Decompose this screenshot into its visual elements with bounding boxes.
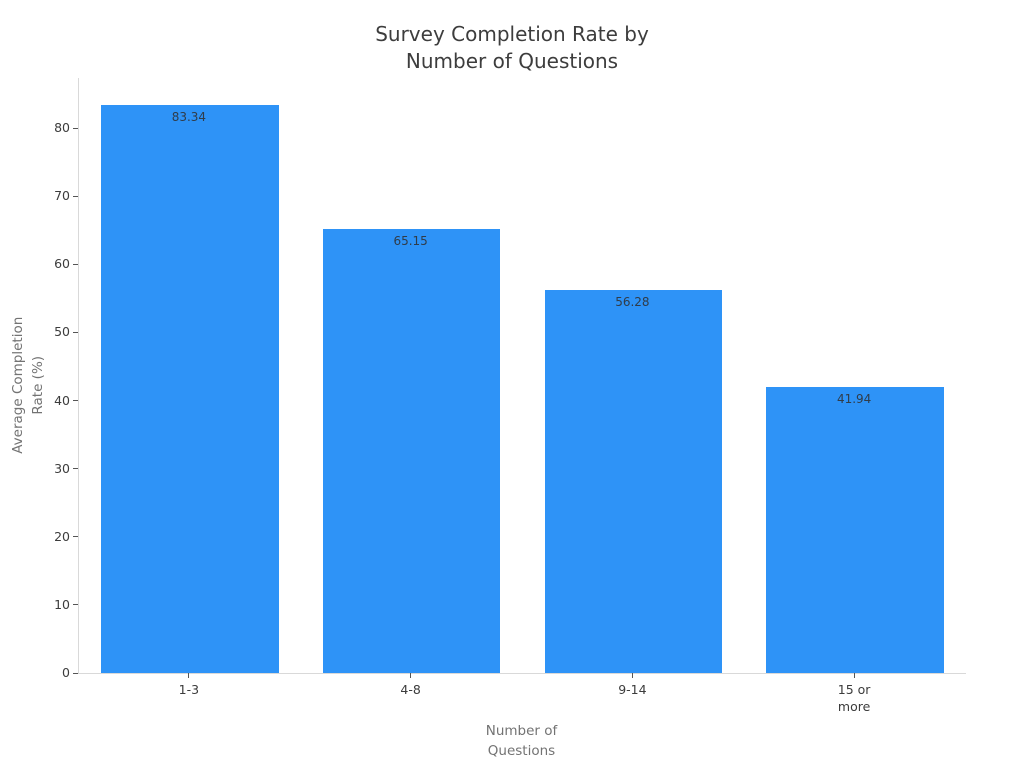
plot-area	[78, 78, 966, 674]
y-tick-label: 60	[54, 256, 70, 272]
y-tick-mark	[73, 400, 78, 401]
bar-value-label: 65.15	[393, 234, 428, 249]
y-tick-label: 40	[54, 392, 70, 408]
y-tick-mark	[73, 604, 78, 606]
bar-9-14	[544, 289, 723, 673]
x-tick-mark	[188, 673, 190, 678]
y-tick-mark	[73, 672, 78, 674]
bar-4-8	[322, 229, 501, 673]
y-tick-mark	[73, 536, 78, 538]
x-axis-title: Number of Questions	[485, 723, 558, 759]
x-tick-label: 15 or more	[837, 682, 871, 714]
x-tick-label: 9-14	[618, 682, 647, 697]
y-tick-mark	[73, 468, 78, 470]
y-tick-mark	[73, 331, 78, 333]
y-tick-mark	[73, 263, 78, 265]
y-tick-label: 80	[54, 120, 70, 135]
y-tick-label: 10	[54, 596, 70, 612]
y-tick-label: 50	[54, 324, 70, 340]
y-tick-label: 0	[62, 665, 70, 680]
x-tick-mark	[410, 673, 412, 678]
x-tick-mark	[631, 673, 633, 678]
bar-1-3	[101, 105, 279, 673]
x-tick-label: 1-3	[178, 682, 200, 697]
bar-15-or-more	[766, 387, 944, 673]
y-tick-label: 30	[54, 460, 70, 476]
y-tick-label: 70	[54, 188, 70, 204]
x-tick-mark	[853, 673, 855, 678]
y-tick-mark	[73, 127, 78, 129]
bar-value-label: 83.34	[171, 110, 207, 125]
bar-value-label: 56.28	[615, 294, 650, 309]
bar-value-label: 41.94	[836, 392, 872, 407]
chart-title: Survey Completion Rate by Number of Ques…	[375, 22, 649, 73]
y-axis-title: Average Completion Rate (%)	[9, 316, 46, 454]
y-tick-mark	[73, 195, 78, 197]
x-tick-label: 4-8	[400, 682, 421, 697]
y-tick-label: 20	[54, 528, 70, 544]
